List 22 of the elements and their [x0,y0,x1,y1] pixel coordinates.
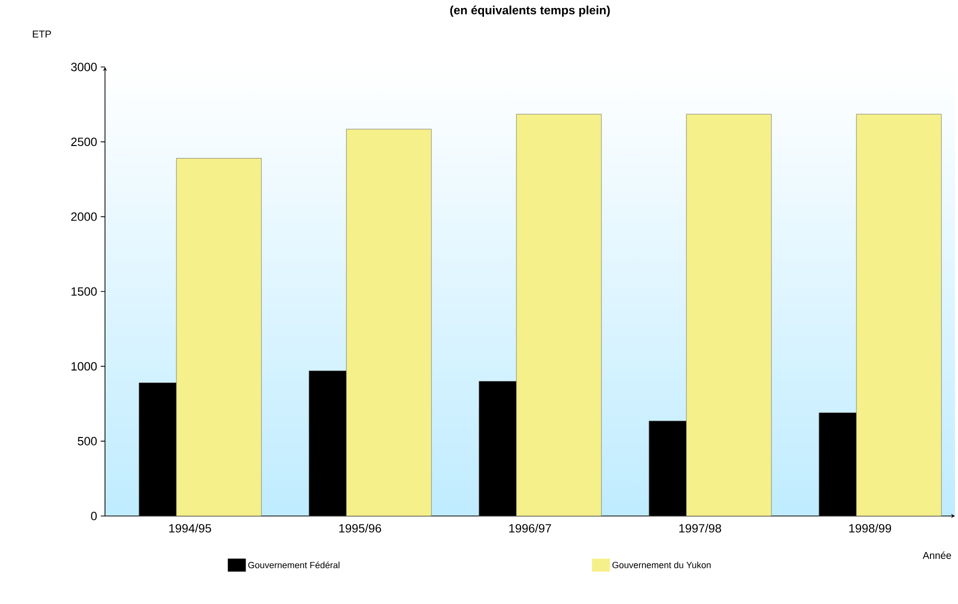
y-tick-label: 0 [91,512,97,520]
bar [686,114,772,516]
y-tick-label: 500 [78,436,97,446]
y-axis-title: ETP [32,30,51,38]
legend-label: Gouvernement Fédéral [248,562,340,568]
y-tick-label: 2500 [71,138,97,146]
legend-label: Gouvernement du Yukon [612,562,711,568]
x-tick-label: 1997/98 [679,524,722,533]
x-axis-title: Année [922,552,952,559]
x-tick-label: 1994/95 [169,524,212,533]
y-tick-label: 1500 [72,287,97,296]
bar [516,114,602,516]
x-tick-label: 1996/97 [509,524,552,533]
x-tick-label: 1998/99 [849,524,892,533]
bar [346,128,432,516]
y-tick-label: 2000 [71,212,97,221]
x-tick-label: 1995/96 [339,524,382,533]
y-tick-label: 1000 [72,362,97,371]
bar [176,158,262,516]
chart-title: (en équivalents temps plein) [450,6,610,17]
y-tick-label: 3000 [71,62,97,72]
bar [856,114,942,516]
